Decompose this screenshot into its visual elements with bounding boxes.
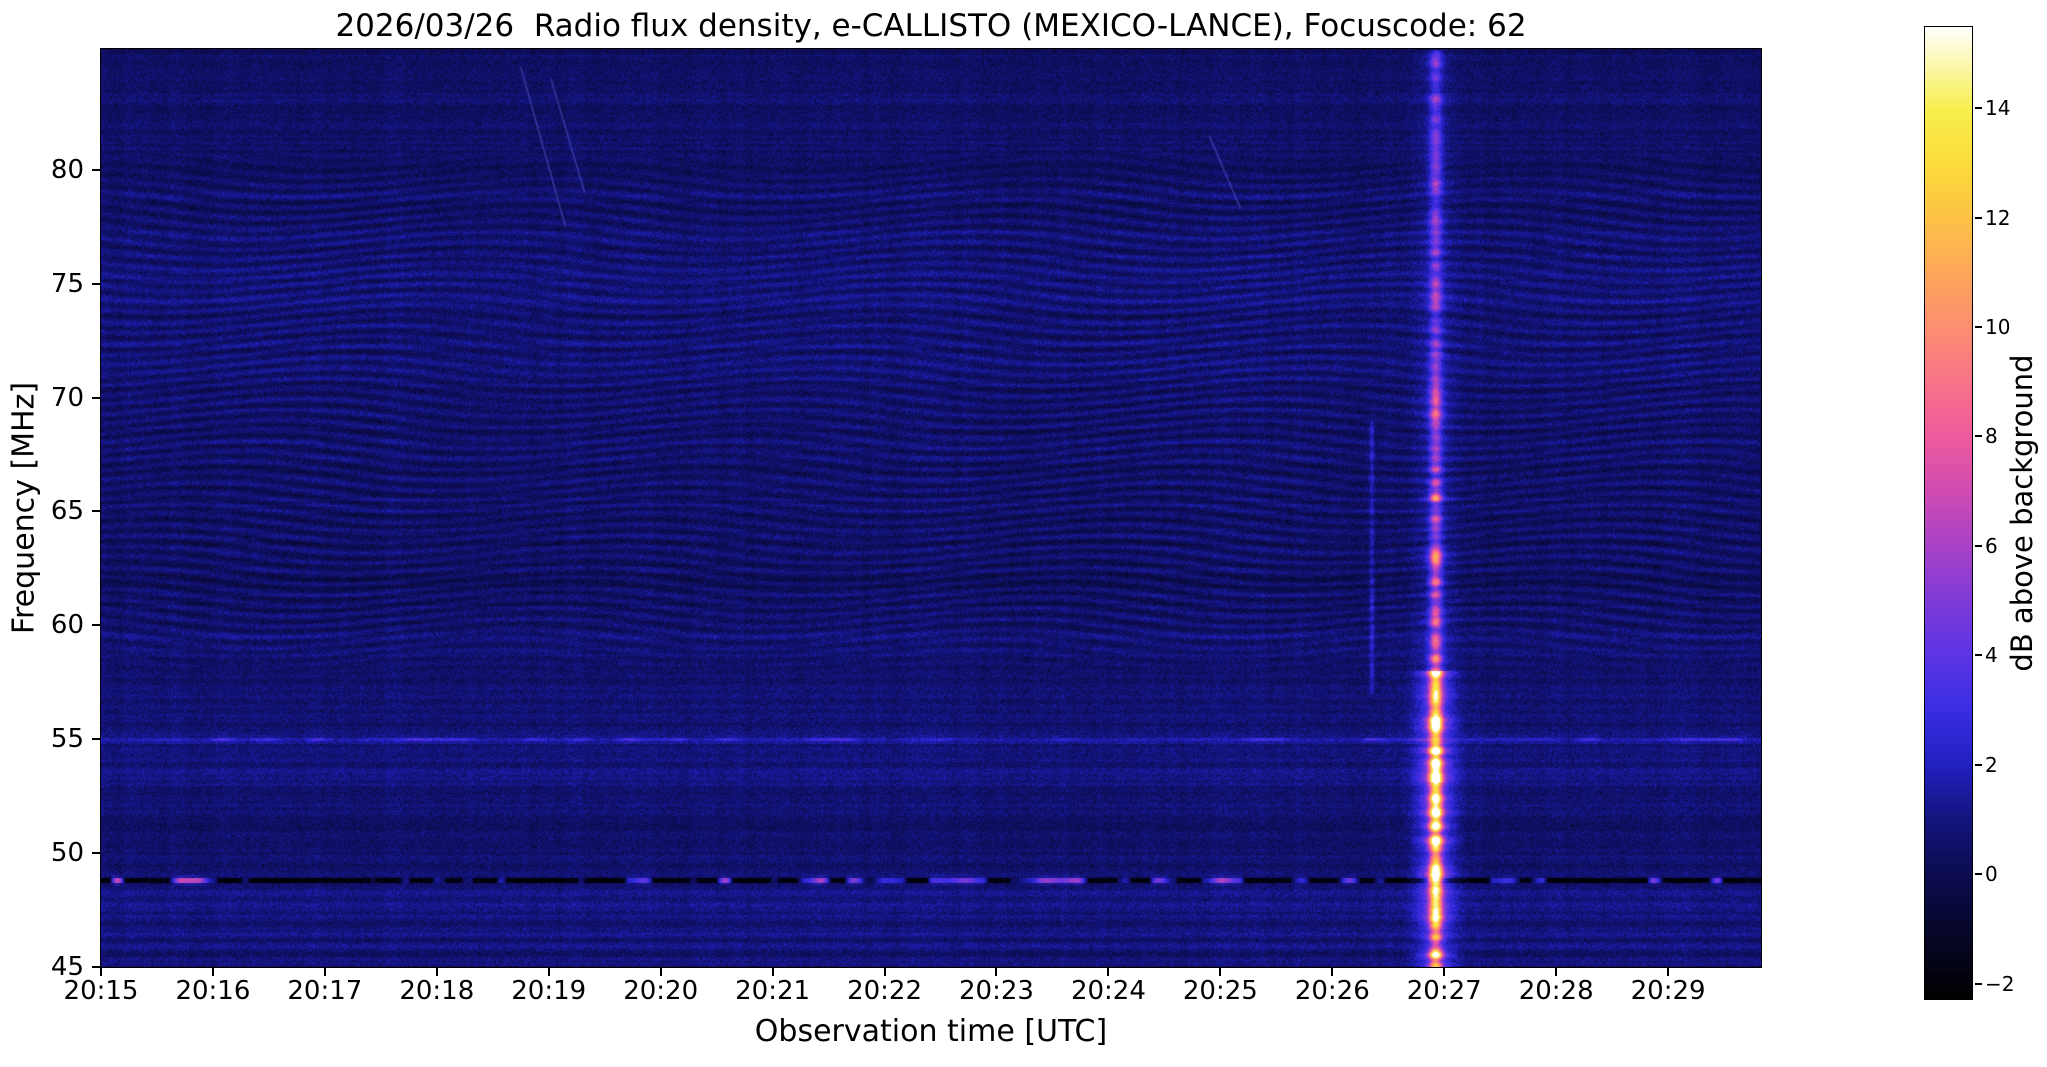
colorbar-tick-label: 0 bbox=[1985, 862, 1998, 887]
x-tick-mark bbox=[659, 967, 662, 976]
x-tick-label: 20:18 bbox=[399, 976, 475, 1006]
colorbar-tick-label: 4 bbox=[1985, 643, 1998, 668]
x-tick-mark bbox=[100, 967, 102, 976]
colorbar-tick-mark bbox=[1975, 982, 1982, 985]
y-tick-mark bbox=[92, 282, 101, 285]
colorbar-tick-label: 8 bbox=[1985, 424, 1998, 449]
spectrogram-canvas bbox=[100, 48, 1762, 968]
chart-title: 2026/03/26 Radio flux density, e-CALLIST… bbox=[335, 8, 1527, 44]
x-tick-mark bbox=[1443, 967, 1446, 976]
colorbar-tick-mark bbox=[1975, 107, 1982, 110]
x-tick-label: 20:17 bbox=[287, 976, 363, 1006]
y-tick-mark bbox=[92, 624, 101, 627]
x-tick-label: 20:25 bbox=[1182, 976, 1258, 1006]
colorbar-tick-mark bbox=[1975, 873, 1982, 876]
colorbar-tick-label: 6 bbox=[1985, 533, 1998, 558]
colorbar-tick-mark bbox=[1975, 216, 1982, 219]
y-tick-label: 55 bbox=[50, 724, 84, 755]
y-tick-label: 50 bbox=[50, 838, 84, 869]
y-tick-label: 65 bbox=[50, 496, 84, 527]
x-tick-label: 20:29 bbox=[1630, 976, 1706, 1006]
colorbar-tick-mark bbox=[1975, 325, 1982, 328]
x-tick-mark bbox=[1219, 967, 1222, 976]
x-tick-label: 20:21 bbox=[735, 976, 811, 1006]
x-tick-mark bbox=[1555, 967, 1558, 976]
colorbar-tick-mark bbox=[1975, 544, 1982, 547]
y-tick-mark bbox=[92, 738, 101, 741]
y-tick-label: 45 bbox=[50, 952, 84, 982]
x-tick-label: 20:26 bbox=[1294, 976, 1370, 1006]
x-tick-label: 20:16 bbox=[175, 976, 251, 1006]
y-tick-label: 75 bbox=[50, 268, 84, 299]
x-axis-label: Observation time [UTC] bbox=[754, 1014, 1108, 1049]
y-tick-label: 80 bbox=[50, 154, 84, 185]
x-tick-label: 20:24 bbox=[1070, 976, 1146, 1006]
colorbar-tick-label: 2 bbox=[1985, 752, 1998, 777]
y-tick-label: 70 bbox=[50, 382, 84, 413]
colorbar-gradient bbox=[1924, 26, 1973, 1000]
colorbar-label: dB above background bbox=[2005, 354, 2039, 672]
x-tick-label: 20:20 bbox=[623, 976, 699, 1006]
x-tick-mark bbox=[1107, 967, 1110, 976]
x-tick-mark bbox=[1667, 967, 1670, 976]
colorbar-tick-label: 10 bbox=[1985, 314, 2011, 339]
x-tick-mark bbox=[771, 967, 774, 976]
colorbar-tick-label: 14 bbox=[1985, 96, 2011, 121]
x-tick-mark bbox=[1331, 967, 1334, 976]
x-tick-mark bbox=[211, 967, 214, 976]
y-tick-mark bbox=[92, 168, 101, 171]
x-tick-mark bbox=[435, 967, 438, 976]
y-tick-mark bbox=[92, 396, 101, 399]
x-tick-label: 20:28 bbox=[1518, 976, 1594, 1006]
x-tick-mark bbox=[883, 967, 886, 976]
x-tick-label: 20:23 bbox=[959, 976, 1034, 1006]
x-tick-label: 20:27 bbox=[1406, 976, 1482, 1006]
x-tick-label: 20:22 bbox=[847, 976, 923, 1006]
colorbar-tick-mark bbox=[1975, 654, 1982, 657]
x-tick-mark bbox=[323, 967, 326, 976]
y-tick-mark bbox=[92, 966, 101, 968]
y-tick-label: 60 bbox=[50, 610, 84, 641]
colorbar-tick-mark bbox=[1975, 763, 1982, 766]
colorbar-tick-mark bbox=[1975, 435, 1982, 438]
colorbar-tick-label: 12 bbox=[1985, 205, 2011, 230]
y-tick-mark bbox=[92, 510, 101, 513]
y-tick-mark bbox=[92, 852, 101, 855]
x-tick-mark bbox=[995, 967, 998, 976]
x-tick-label: 20:15 bbox=[63, 976, 139, 1006]
x-tick-label: 20:19 bbox=[511, 976, 587, 1006]
x-tick-mark bbox=[547, 967, 550, 976]
colorbar-tick-label: −2 bbox=[1985, 971, 2015, 996]
